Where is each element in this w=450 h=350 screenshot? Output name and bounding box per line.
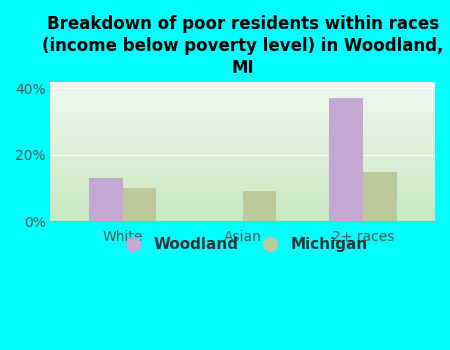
Title: Breakdown of poor residents within races
(income below poverty level) in Woodlan: Breakdown of poor residents within races… [42, 15, 443, 77]
Bar [329, 98, 363, 222]
Bar [122, 188, 156, 222]
Bar [363, 172, 396, 222]
Bar [89, 178, 122, 222]
Legend: Woodland, Michigan: Woodland, Michigan [111, 231, 374, 258]
Bar [243, 191, 276, 222]
